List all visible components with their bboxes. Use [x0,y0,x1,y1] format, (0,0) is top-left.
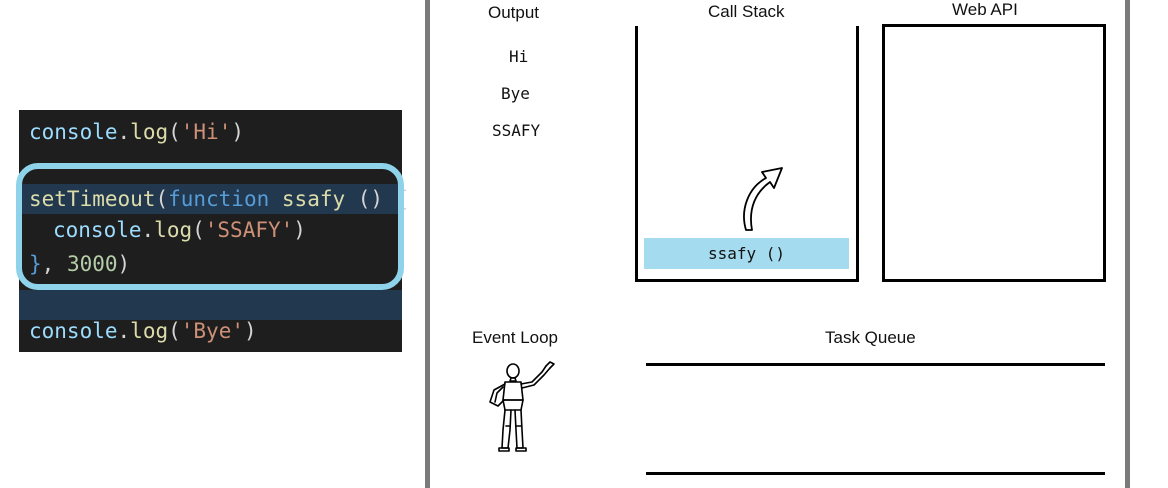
call-stack-box [635,26,859,282]
code-token: , [41,252,67,276]
output-line-hi: Hi [509,47,529,66]
code-token: ( [155,187,169,211]
selection-highlight-line2 [19,184,402,214]
code-token: 'Hi' [180,120,232,144]
code-token: ssafy [281,187,346,211]
task-queue-bottom-line [646,472,1105,475]
code-line-3: console.log('SSAFY') [53,218,306,242]
code-token: log [154,218,193,242]
divider-left [425,0,430,488]
code-token: log [130,319,169,343]
output-label: Output [488,3,540,22]
code-token: 3000 [66,252,118,276]
code-line-1: console.log('Hi') [29,120,244,144]
call-stack-frame: ssafy () [644,238,849,269]
code-token: console [29,319,118,343]
code-token: ) [243,319,257,343]
selection-highlight [19,290,402,320]
task-queue-label: Task Queue [825,328,916,347]
web-api-label: Web API [952,0,1018,19]
web-api-box [882,24,1106,282]
code-token: ) [231,120,244,144]
code-token: function [168,187,270,211]
divider-right [1125,0,1130,488]
code-editor-panel: console.log('Hi') setTimeout(function ss… [19,110,408,352]
code-line-4: }, 3000) [29,249,130,279]
code-token: setTimeout [29,187,156,211]
event-loop-figure-icon [489,361,555,452]
output-line-bye: Bye [501,84,530,103]
settimeout-highlight-box [16,163,404,290]
code-token: 'SSAFY' [204,218,294,242]
push-arrow-icon [743,167,783,231]
code-token: ( [192,218,205,242]
code-token: console [29,120,118,144]
code-token: log [130,120,169,144]
code-token: ) [293,218,306,242]
code-token: 'Bye' [180,319,244,343]
code-token: console [53,218,142,242]
call-stack-label: Call Stack [708,2,785,21]
code-token: ( [168,319,181,343]
code-token: ) [117,252,131,276]
output-line-ssafy: SSAFY [492,121,541,140]
code-line-5: console.log('Bye') [29,319,257,343]
event-loop-label: Event Loop [472,328,559,347]
task-queue-top-line [646,363,1105,366]
code-token: ( [168,120,181,144]
